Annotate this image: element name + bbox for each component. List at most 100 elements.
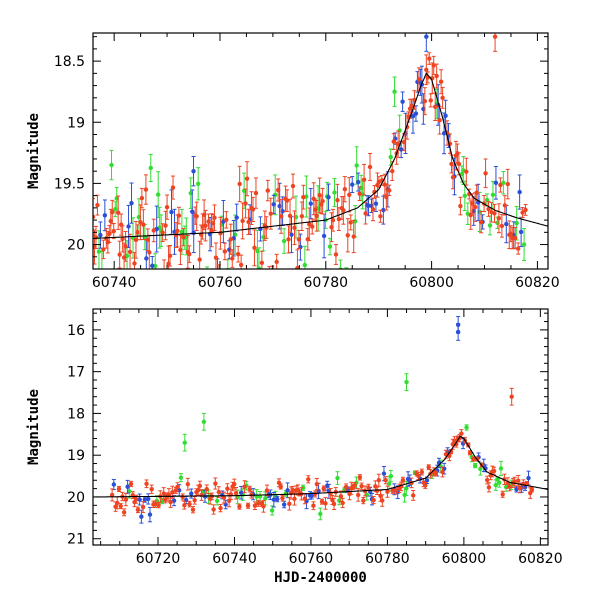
data-point — [512, 235, 518, 241]
data-point — [372, 189, 377, 195]
data-point — [309, 493, 314, 499]
y-tick-label: 20 — [67, 490, 85, 506]
data-point — [299, 214, 305, 219]
data-point — [93, 235, 99, 240]
data-point — [321, 233, 327, 239]
y-axis: 16 17 18 19 20 21 — [67, 312, 548, 548]
data-point — [321, 486, 326, 491]
data-point — [232, 481, 237, 487]
data-point — [433, 104, 438, 109]
data-point — [146, 496, 151, 502]
data-point — [222, 249, 228, 254]
data-point — [182, 440, 187, 445]
data-point — [336, 216, 342, 222]
y-tick-label: 16 — [67, 323, 85, 339]
data-point — [518, 229, 524, 235]
data-point — [490, 192, 496, 198]
data-point — [175, 228, 180, 234]
data-point — [301, 194, 306, 200]
data-point — [390, 168, 395, 174]
data-point — [345, 233, 350, 238]
data-point — [440, 95, 445, 101]
data-point — [147, 512, 153, 517]
data-point — [162, 270, 166, 274]
data-point — [197, 257, 202, 262]
data-point — [354, 163, 359, 168]
x-axis: 60740 60760 60780 60800 60820 — [92, 33, 560, 291]
data-point — [391, 139, 396, 144]
data-point — [177, 488, 182, 493]
data-point — [523, 207, 528, 213]
data-point — [212, 215, 217, 220]
data-point — [468, 212, 473, 218]
data-point — [191, 168, 196, 174]
data-point — [275, 187, 281, 193]
data-point — [340, 500, 345, 506]
data-point — [245, 503, 251, 508]
data-point — [218, 505, 223, 511]
data-point — [474, 190, 479, 195]
data-point — [274, 259, 279, 265]
data-point — [390, 488, 395, 493]
data-point — [424, 34, 429, 39]
data-point — [256, 266, 262, 269]
data-point — [178, 475, 184, 480]
data-point — [361, 498, 366, 503]
data-point — [111, 228, 116, 234]
data-point — [517, 485, 523, 491]
data-point — [176, 213, 182, 218]
data-point — [199, 492, 204, 498]
data-point — [147, 250, 152, 255]
data-point — [433, 471, 438, 476]
data-point — [471, 456, 476, 462]
data-point — [270, 273, 274, 277]
data-point — [225, 486, 230, 491]
data-point — [383, 478, 388, 483]
data-point — [400, 477, 406, 483]
y-tick-label: 19.5 — [54, 176, 85, 192]
y-tick-label: 20 — [67, 238, 85, 254]
data-point — [129, 200, 134, 206]
data-point — [123, 497, 129, 502]
plot-frame — [92, 32, 549, 270]
data-point — [213, 481, 218, 486]
data-point — [308, 201, 313, 206]
data-point — [125, 484, 130, 489]
data-point — [359, 483, 364, 489]
data-point — [150, 263, 155, 269]
x-tick-label: 60820 — [518, 551, 563, 567]
data-point — [493, 180, 499, 186]
data-point — [326, 194, 331, 200]
data-point — [290, 487, 295, 493]
data-point — [286, 237, 291, 242]
model-curve — [93, 435, 548, 498]
data-point — [269, 508, 275, 513]
x-tick-label: 60820 — [515, 275, 560, 291]
data-point — [109, 492, 115, 498]
data-point — [515, 246, 521, 251]
data-point — [341, 208, 346, 213]
data-point — [167, 253, 173, 259]
data-point — [187, 251, 192, 257]
data-point — [416, 77, 422, 82]
y-tick-label: 18 — [67, 406, 85, 422]
data-point — [381, 471, 387, 476]
data-point — [521, 242, 527, 247]
data-point — [143, 187, 149, 192]
data-point — [338, 494, 344, 499]
data-point — [504, 221, 509, 227]
data-point — [138, 220, 143, 225]
series-2-points — [93, 33, 528, 277]
data-point — [331, 501, 337, 507]
data-point — [492, 34, 498, 39]
data-point — [355, 492, 361, 498]
data-point — [302, 262, 308, 268]
data-point — [486, 206, 491, 212]
data-point — [306, 477, 311, 482]
data-point — [392, 89, 397, 94]
data-point — [246, 219, 251, 225]
data-point — [462, 193, 468, 199]
data-point — [492, 211, 497, 216]
data-point — [149, 487, 154, 492]
